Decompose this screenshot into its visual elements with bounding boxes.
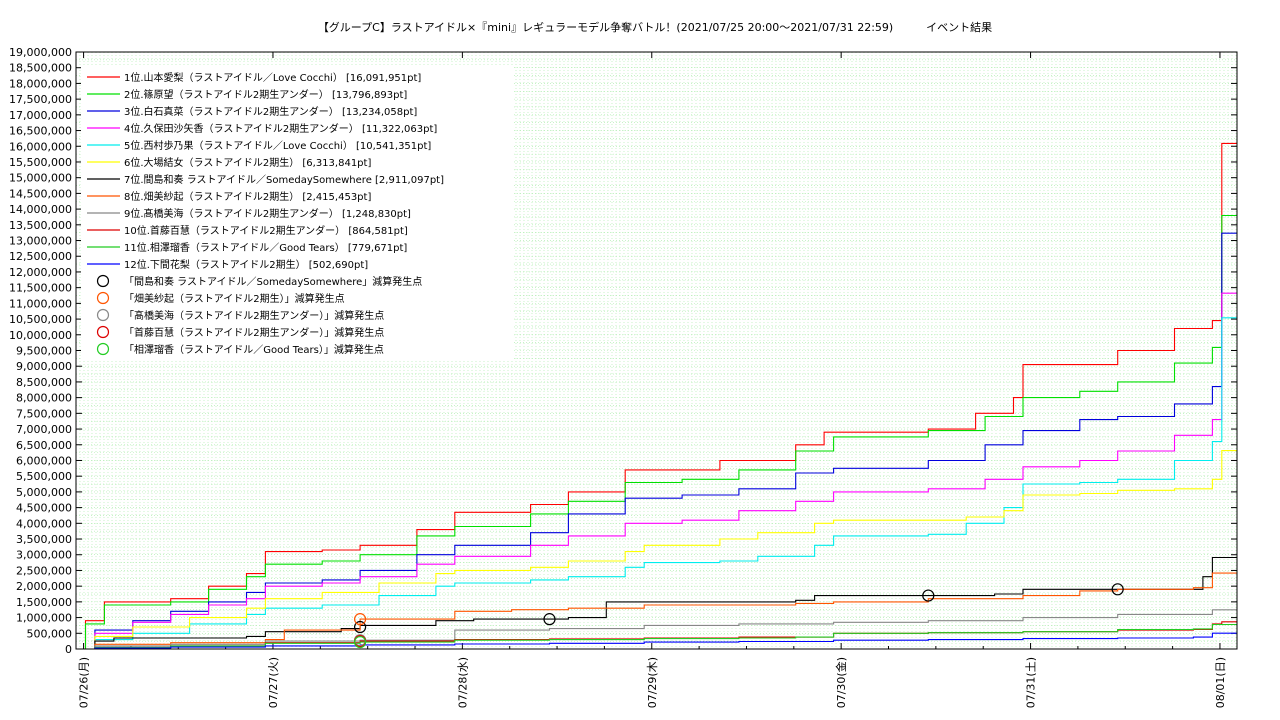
legend-box [81, 66, 513, 360]
y-tick-label: 16,000,000 [9, 140, 72, 153]
legend-label-8: 8位.畑美紗起（ラストアイドル2期生） [2,415,453pt] [124, 190, 371, 203]
series-lines [76, 142, 1237, 650]
legend-label-9: 9位.髙橋美海（ラストアイドル2期生アンダー） [1,248,830pt] [124, 207, 411, 220]
y-tick-label: 11,000,000 [9, 297, 72, 310]
series-line-2 [76, 214, 1237, 650]
y-tick-label: 10,500,000 [9, 313, 72, 326]
y-tick-label: 10,000,000 [9, 329, 72, 342]
series-line-12 [76, 632, 1237, 650]
legend-label-5: 5位.西村歩乃果（ラストアイドル／Love Cocchi） [10,541,35… [124, 139, 431, 152]
series-line-5 [76, 317, 1237, 650]
legend-marker-swatch-3 [96, 308, 110, 322]
x-tick-label: 07/31(土) [1025, 657, 1038, 708]
chart-title: 【グループC】ラストアイドル×『mini』レギュラーモデル争奪バトル！(2021… [318, 20, 992, 34]
legend-label-1: 1位.山本愛梨（ラストアイドル／Love Cocchi） [16,091,951… [124, 71, 421, 84]
series-line-6 [76, 450, 1237, 650]
legend-label-4: 4位.久保田沙矢香（ラストアイドル2期生アンダー） [11,322,063pt] [124, 122, 437, 135]
deduction-marker-1 [543, 613, 556, 626]
y-tick-label: 7,500,000 [16, 407, 72, 420]
y-tick-label: 1,000,000 [16, 612, 72, 625]
y-tick-label: 13,000,000 [9, 235, 72, 248]
legend-label-12: 12位.下間花梨（ラストアイドル2期生） [502,690pt] [124, 258, 368, 271]
series-line-9 [76, 609, 1237, 650]
y-tick-label: 2,500,000 [16, 564, 72, 577]
x-axis: 07/26(月) 07/27(火) 07/28(水) 07/29(木) 07/30(金)… [78, 52, 1227, 708]
series-line-3 [76, 232, 1237, 650]
legend-label-11: 11位.相澤瑠香（ラストアイドル／Good Tears） [779,671pt] [124, 241, 407, 254]
y-tick-label: 12,500,000 [9, 250, 72, 263]
legend-marker-label-1: 「間島和奏 ラストアイドル／SomedaySomewhere」減算発生点 [124, 275, 422, 288]
deduction-marker-5 [353, 635, 367, 649]
x-tick-label: 07/30(金) [834, 657, 848, 708]
legend-label-7: 7位.間島和奏 ラストアイドル／SomedaySomewhere [2,911,… [124, 173, 444, 186]
y-tick-label: 9,500,000 [16, 345, 72, 358]
legend-label-10: 10位.首藤百慧（ラストアイドル2期生アンダー） [864,581pt] [124, 224, 408, 237]
plot-frame [75, 51, 1238, 650]
series-line-7 [76, 556, 1237, 650]
y-tick-label: 7,000,000 [16, 423, 72, 436]
y-tick-label: 6,500,000 [16, 439, 72, 452]
y-tick-label: 14,000,000 [9, 203, 72, 216]
y-tick-label: 15,000,000 [9, 172, 72, 185]
legend-marker-swatch-2 [96, 291, 110, 305]
series-line-4 [76, 292, 1237, 650]
legend-label-6: 6位.大場結女（ラストアイドル2期生） [6,313,841pt] [124, 156, 371, 169]
series-markers [353, 583, 1124, 649]
legend-marker-label-5: 「相澤瑠香（ラストアイドル／Good Tears）」減算発生点 [124, 343, 384, 356]
y-tick-label: 12,000,000 [9, 266, 72, 279]
y-axis: 0 500,000 1,000,000 1,500,000 2,000,000 2,500… [9, 46, 1237, 656]
y-tick-label: 16,500,000 [9, 125, 72, 138]
y-tick-label: 5,000,000 [16, 486, 72, 499]
y-tick-label: 15,500,000 [9, 156, 72, 169]
y-tick-label: 5,500,000 [16, 470, 72, 483]
legend-marker-swatch-5 [96, 342, 110, 356]
y-tick-label: 17,500,000 [9, 93, 72, 106]
y-tick-label: 500,000 [27, 627, 73, 640]
legend-label-3: 3位.白石真菜（ラストアイドル2期生アンダー） [13,234,058pt] [124, 105, 417, 118]
y-tick-label: 18,500,000 [9, 62, 72, 75]
deduction-marker-1 [353, 620, 367, 634]
legend-marker-swatch-4 [96, 325, 110, 339]
y-tick-label: 17,000,000 [9, 109, 72, 122]
y-tick-label: 19,000,000 [9, 46, 72, 59]
x-tick-label: 07/28(水) [456, 657, 469, 708]
y-tick-label: 8,500,000 [16, 376, 72, 389]
y-tick-label: 4,000,000 [16, 517, 72, 530]
y-tick-label: 14,500,000 [9, 187, 72, 200]
legend-marker-label-2: 「畑美紗起（ラストアイドル2期生）」減算発生点 [124, 292, 345, 305]
series-line-8 [76, 572, 1237, 650]
y-tick-label: 18,000,000 [9, 77, 72, 90]
x-tick-label: 07/26(月) [78, 657, 91, 708]
deduction-marker-1 [1111, 583, 1124, 596]
y-tick-label: 8,000,000 [16, 392, 72, 405]
x-tick-label: 08/01(日) [1214, 657, 1227, 708]
legend-marker-label-4: 「首藤百慧（ラストアイドル2期生アンダー）」減算発生点 [124, 326, 384, 339]
deduction-marker-2 [353, 613, 367, 626]
x-tick-label: 07/27(火) [267, 657, 280, 708]
y-tick-label: 9,000,000 [16, 360, 72, 373]
y-tick-label: 3,000,000 [16, 549, 72, 562]
y-tick-label: 4,500,000 [16, 502, 72, 515]
deduction-marker-1 [922, 589, 935, 602]
y-tick-label: 3,500,000 [16, 533, 72, 546]
y-tick-label: 2,000,000 [16, 580, 72, 593]
y-tick-label: 6,000,000 [16, 454, 72, 467]
legend-marker-label-3: 「髙橋美海（ラストアイドル2期生アンダー）」減算発生点 [124, 309, 384, 322]
x-tick-label: 07/29(木) [646, 657, 659, 708]
y-tick-label: 0 [65, 643, 72, 656]
y-tick-label: 1,500,000 [16, 596, 72, 609]
legend-marker-swatch-1 [96, 274, 110, 288]
y-tick-label: 13,500,000 [9, 219, 72, 232]
y-tick-label: 11,500,000 [9, 282, 72, 295]
legend-label-2: 2位.篠原望（ラストアイドル2期生アンダー） [13,796,893pt] [124, 88, 407, 101]
legend: 1位.山本愛梨（ラストアイドル／Love Cocchi） [16,091,951… [81, 66, 513, 360]
